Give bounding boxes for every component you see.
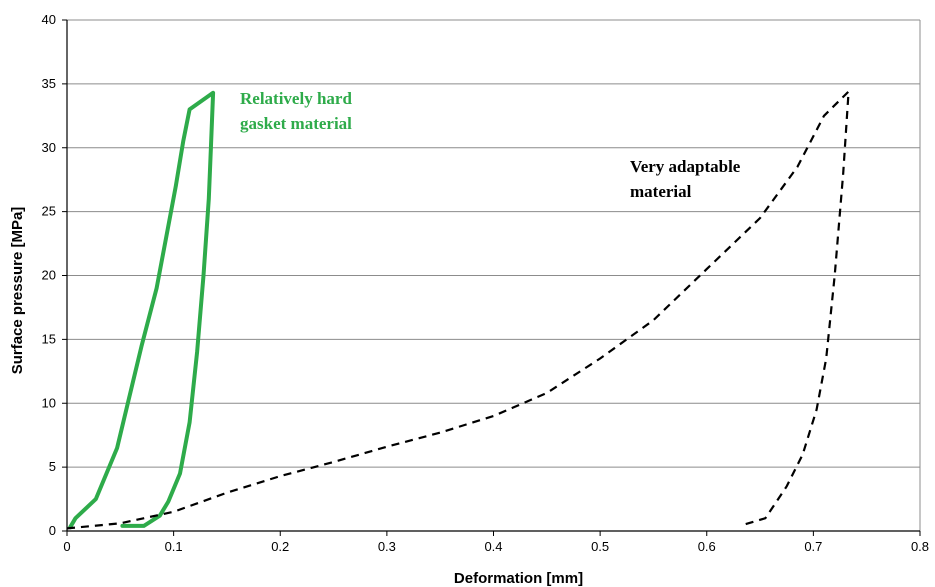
x-tick-label: 0.6	[698, 539, 716, 554]
annotation-2: Very adaptable material	[630, 157, 741, 201]
y-tick-label: 40	[42, 12, 56, 27]
annotation-line: material	[630, 182, 692, 201]
annotation-1: Relatively hard gasket material	[240, 89, 352, 133]
annotation-line: Relatively hard	[240, 89, 352, 108]
y-tick-label: 35	[42, 76, 56, 91]
annotation-line: Very adaptable	[630, 157, 741, 176]
x-axis-title: Deformation [mm]	[454, 570, 583, 587]
x-tick-label: 0.1	[165, 539, 183, 554]
series-line-dashed	[66, 90, 850, 530]
series-line-solid	[68, 90, 216, 530]
y-tick-label: 10	[42, 395, 56, 410]
tick-labels: 0 5 10 15 20 25 30 35 40 0 0.1 0.2 0.3 0.4 0.5 0.6 0.7 0.…	[42, 12, 930, 554]
series-group	[66, 90, 850, 530]
x-tick-label: 0.4	[484, 539, 502, 554]
y-tick-label: 25	[42, 204, 56, 219]
annotation-line: gasket material	[240, 114, 352, 133]
y-tick-label: 15	[42, 331, 56, 346]
x-tick-label: 0.5	[591, 539, 609, 554]
y-axis-title: Surface pressure [MPa]	[9, 207, 26, 375]
y-tick-label: 20	[42, 268, 56, 283]
x-tick-label: 0.2	[271, 539, 289, 554]
annotations: Relatively hard gasket material Very adapt…	[240, 89, 741, 201]
y-tick-label: 30	[42, 140, 56, 155]
x-tick-label: 0.3	[378, 539, 396, 554]
x-tick-label: 0.7	[804, 539, 822, 554]
y-tick-label: 0	[49, 523, 56, 538]
x-tick-label: 0.8	[911, 539, 929, 554]
y-tick-label: 5	[49, 459, 56, 474]
gridlines	[67, 19, 921, 531]
x-tick-label: 0	[63, 539, 70, 554]
